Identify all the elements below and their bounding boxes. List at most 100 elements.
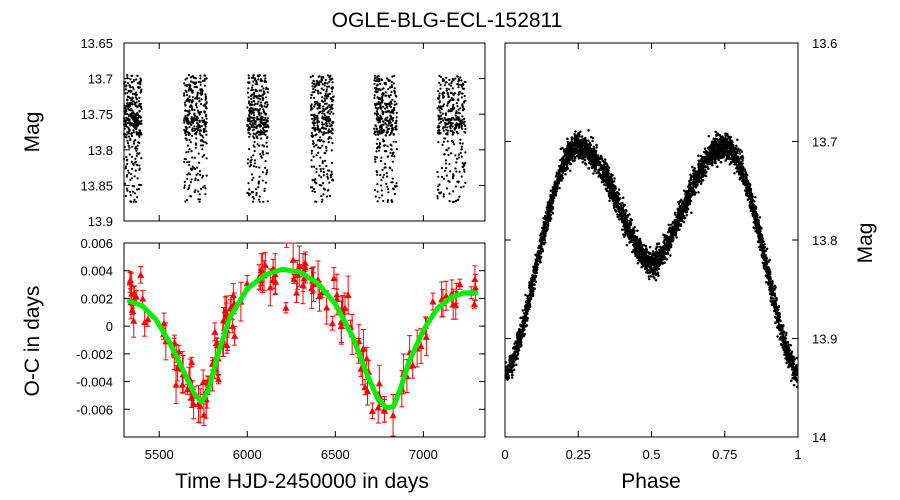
lc-point	[189, 80, 192, 83]
lc-point	[253, 116, 256, 119]
lc-point	[258, 195, 261, 198]
lc-point	[452, 190, 455, 193]
lc-point	[379, 82, 382, 85]
lc-point	[460, 155, 463, 158]
lc-point	[315, 170, 318, 174]
lc-point	[123, 104, 126, 107]
lc-point	[455, 130, 458, 134]
lc-point	[247, 128, 250, 131]
lc-point	[324, 117, 327, 120]
ph-point	[784, 333, 788, 337]
lc-point	[191, 89, 194, 92]
lc-point	[438, 125, 441, 128]
lc-point	[190, 150, 193, 153]
lc-point	[129, 200, 132, 203]
lc-point	[198, 119, 201, 122]
lc-point	[385, 119, 388, 122]
lc-point	[123, 127, 126, 130]
lc-point	[316, 107, 319, 110]
lc-point	[131, 97, 134, 100]
lc-point	[310, 93, 313, 96]
lc-point	[263, 105, 266, 108]
lc-point	[251, 93, 254, 96]
lc-point	[188, 138, 191, 141]
lc-point	[134, 145, 137, 149]
lc-point	[324, 82, 327, 85]
ph-point	[625, 243, 629, 247]
lc-point	[184, 133, 188, 137]
lc-point	[390, 148, 393, 151]
oc-marker	[199, 378, 207, 386]
lc-point	[188, 184, 191, 187]
lc-point	[265, 169, 269, 172]
oc-marker	[301, 259, 309, 266]
ph-point	[515, 363, 518, 367]
lc-point	[388, 79, 391, 82]
lc-point	[376, 146, 379, 149]
lc-point	[134, 104, 137, 107]
lc-point	[138, 131, 141, 135]
lc-point	[125, 116, 128, 119]
lc-point	[132, 131, 136, 134]
lc-point	[202, 136, 205, 139]
lc-point	[137, 187, 140, 191]
oc-point	[172, 365, 180, 404]
lc-point	[252, 74, 255, 77]
lc-point	[321, 123, 324, 126]
lc-point	[190, 89, 193, 92]
lc-point	[248, 109, 251, 112]
lc-point	[316, 125, 320, 128]
lc-point	[389, 86, 392, 89]
lc-point	[184, 200, 187, 203]
lc-point	[445, 128, 448, 131]
lc-point	[321, 182, 325, 185]
lc-point	[322, 107, 325, 110]
lc-point	[126, 162, 129, 166]
lc-point	[395, 182, 398, 185]
lc-ytick-label: 13.65	[80, 36, 113, 51]
ph-point	[620, 228, 624, 231]
lc-point	[140, 107, 143, 110]
lc-point	[266, 125, 269, 128]
lc-point	[132, 140, 135, 143]
lc-point	[325, 149, 328, 152]
lc-point	[252, 128, 255, 131]
lc-point	[203, 111, 206, 114]
lc-point	[183, 180, 186, 183]
lc-point	[329, 130, 332, 133]
lc-point	[248, 135, 251, 138]
lc-point	[133, 192, 136, 195]
ph-point	[716, 165, 719, 168]
oc-marker	[196, 402, 204, 409]
lc-point	[443, 169, 446, 172]
lc-point	[314, 89, 317, 92]
oc-point	[215, 374, 223, 385]
lc-point	[319, 167, 322, 171]
lc-point	[133, 123, 136, 126]
ph-point	[615, 191, 619, 195]
lc-point	[201, 174, 205, 177]
lc-point	[330, 98, 333, 101]
lc-point	[323, 151, 326, 155]
lc-point	[462, 185, 465, 188]
lc-point	[312, 134, 315, 138]
lc-point	[460, 79, 463, 82]
lc-point	[385, 150, 388, 153]
lc-point	[452, 103, 455, 107]
lc-point	[185, 137, 188, 141]
lc-point	[249, 163, 253, 167]
lc-point	[461, 127, 464, 130]
ph-point	[636, 229, 639, 232]
lc-point	[193, 125, 196, 128]
lc-point	[254, 90, 257, 93]
lc-point	[464, 124, 467, 127]
lc-point	[451, 98, 454, 101]
lc-point	[377, 100, 380, 103]
lc-point	[130, 155, 134, 158]
lc-point	[262, 153, 265, 156]
lc-point	[126, 189, 129, 192]
lc-point	[384, 81, 387, 84]
lc-point	[191, 121, 194, 124]
lc-point	[127, 144, 130, 147]
lc-point	[438, 81, 441, 84]
